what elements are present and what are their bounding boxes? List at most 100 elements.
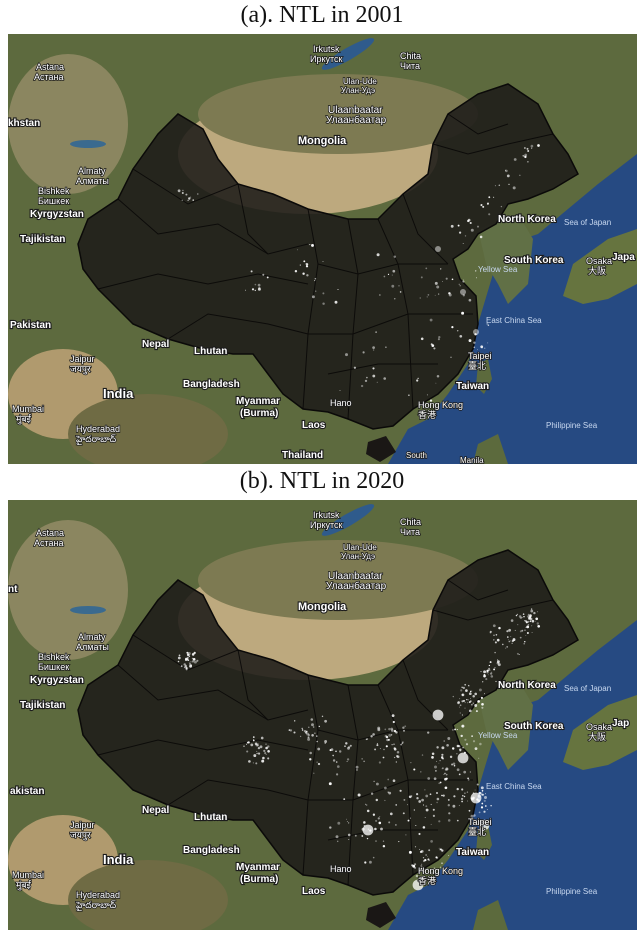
light-dot	[508, 641, 510, 643]
light-dot	[471, 690, 473, 692]
light-dot	[257, 752, 261, 755]
light-dot	[370, 735, 373, 738]
light-dot	[468, 809, 471, 812]
light-dot	[404, 725, 407, 728]
light-dot	[512, 186, 516, 190]
light-dot	[439, 866, 442, 868]
light-dot	[389, 812, 393, 816]
light-dot	[484, 805, 487, 807]
light-dot	[524, 147, 526, 149]
light-dot	[530, 608, 533, 610]
light-dot	[250, 743, 254, 747]
light-dot	[476, 783, 479, 786]
light-dot	[311, 295, 315, 299]
label-nepal: Nepal	[142, 339, 169, 350]
light-dot	[182, 189, 184, 192]
light-dot	[425, 267, 428, 270]
light-dot	[438, 847, 440, 849]
light-dot	[450, 356, 452, 358]
label-mongolia: Mongolia	[298, 135, 347, 147]
light-dot	[438, 762, 440, 764]
light-dot	[524, 641, 526, 643]
label-taiwan: Taiwan	[456, 847, 489, 858]
light-dot	[451, 747, 455, 750]
light-dot	[243, 745, 245, 748]
label-hanoi: Hano	[330, 398, 352, 408]
light-dot	[441, 862, 443, 865]
light-dot	[493, 639, 495, 641]
light-dot	[422, 826, 426, 829]
light-dot	[419, 848, 421, 850]
light-dot	[372, 374, 376, 378]
light-dot	[482, 681, 484, 683]
light-dot	[495, 634, 498, 636]
light-dot	[192, 199, 194, 201]
light-dot	[310, 718, 314, 721]
light-dot	[493, 634, 495, 636]
light-dot	[246, 750, 249, 753]
light-dot	[383, 748, 385, 751]
light-dot	[523, 642, 525, 645]
light-dot	[372, 367, 375, 370]
light-dot	[474, 333, 477, 336]
light-dot	[309, 751, 312, 755]
light-dot	[372, 346, 375, 349]
light-dot	[468, 298, 472, 302]
light-dot	[441, 767, 444, 770]
light-dot	[510, 636, 512, 638]
light-dot	[436, 797, 440, 801]
city-glow	[460, 289, 466, 295]
light-dot	[462, 746, 465, 749]
light-dot	[414, 863, 417, 866]
city-glow	[478, 819, 490, 831]
light-dot	[536, 622, 539, 625]
label-osaka-native: 大阪	[588, 731, 606, 742]
label-taipei-native: 臺北	[468, 360, 486, 371]
light-dot	[394, 298, 396, 300]
label-hongkong: Hong Kong	[418, 400, 463, 410]
light-dot	[197, 193, 199, 195]
light-dot	[334, 300, 338, 304]
light-dot	[465, 743, 469, 746]
light-dot	[315, 290, 317, 292]
light-dot	[382, 844, 386, 848]
light-dot	[467, 778, 470, 781]
light-dot	[375, 782, 379, 786]
label-irkutsk: Irkutsk	[313, 510, 340, 520]
kazakh-steppe	[8, 54, 128, 194]
light-dot	[517, 624, 519, 626]
light-dot	[527, 620, 530, 623]
land-taiwan	[476, 825, 492, 860]
light-dot	[384, 734, 388, 738]
light-dot	[493, 668, 496, 671]
light-dot	[480, 786, 484, 790]
china-mask	[77, 83, 579, 430]
light-dot	[393, 756, 396, 759]
light-dot	[414, 866, 417, 869]
light-dot	[500, 205, 503, 208]
light-dot	[246, 743, 247, 745]
light-dot	[324, 742, 326, 744]
light-dot	[375, 819, 378, 822]
light-dot	[180, 665, 183, 668]
light-dot	[495, 680, 497, 683]
label-irkutsk: Irkutsk	[313, 44, 340, 54]
light-dot	[484, 347, 486, 349]
light-dot	[188, 197, 191, 200]
light-dot	[448, 855, 450, 856]
label-bishkek: Bishkek	[38, 652, 70, 662]
light-dot	[316, 735, 318, 737]
light-dot	[425, 808, 429, 812]
light-dot	[529, 620, 532, 623]
light-dot	[370, 792, 374, 795]
light-dot	[357, 793, 361, 797]
night-lights-layer	[177, 144, 540, 406]
light-dot	[441, 794, 443, 797]
light-dot	[336, 840, 339, 843]
light-dot	[438, 820, 441, 823]
light-dot	[419, 297, 421, 299]
light-dot	[252, 736, 255, 738]
label-almaty-native: Алматы	[76, 176, 109, 186]
light-dot	[480, 696, 483, 699]
light-dot	[477, 700, 480, 703]
